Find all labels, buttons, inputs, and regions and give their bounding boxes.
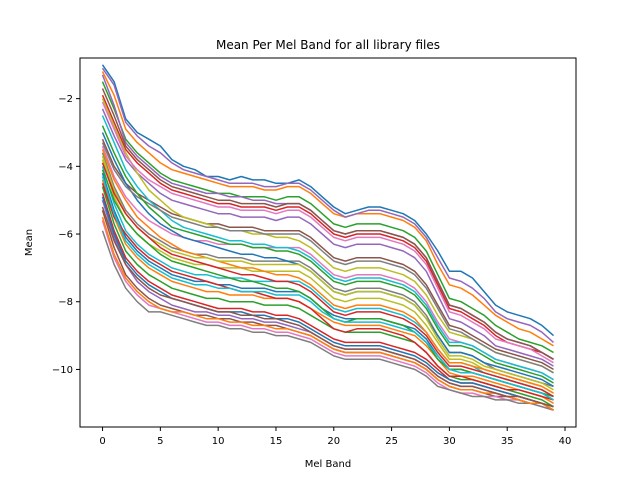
series-line-27 bbox=[101, 101, 554, 364]
series-line-1 bbox=[101, 64, 554, 337]
chart-title: Mean Per Mel Band for all library files bbox=[216, 38, 440, 52]
series-line-9 bbox=[101, 159, 554, 394]
x-tick-label: 5 bbox=[157, 436, 163, 447]
series-line-12 bbox=[101, 179, 554, 404]
series-line-35 bbox=[101, 67, 554, 343]
series-line-4 bbox=[101, 94, 554, 360]
series-line-29 bbox=[101, 155, 554, 391]
series-line-17 bbox=[101, 220, 554, 411]
series-line-28 bbox=[101, 142, 554, 374]
series-line-10 bbox=[101, 166, 554, 398]
plot-frame bbox=[79, 57, 577, 428]
x-tick-label: 15 bbox=[270, 436, 283, 447]
series-line-26 bbox=[101, 88, 554, 360]
y-tick-label: −6 bbox=[58, 230, 73, 241]
series-line-33 bbox=[101, 125, 554, 384]
x-tick-label: 0 bbox=[99, 436, 105, 447]
y-axis-label: Mean bbox=[24, 229, 35, 256]
x-tick-label: 40 bbox=[559, 436, 572, 447]
x-tick-label: 10 bbox=[212, 436, 225, 447]
series-line-19 bbox=[101, 98, 554, 374]
series-line-2 bbox=[101, 71, 554, 347]
series-line-36 bbox=[101, 206, 554, 408]
x-tick-label: 30 bbox=[443, 436, 456, 447]
series-line-22 bbox=[101, 149, 554, 394]
series-line-30 bbox=[101, 176, 554, 401]
x-tick-label: 20 bbox=[327, 436, 340, 447]
y-axis-ticks: −10 −8 −6 −4 −2 bbox=[52, 94, 80, 376]
y-tick-label: −2 bbox=[58, 94, 73, 105]
series-line-20 bbox=[101, 115, 554, 381]
x-axis-ticks: 0 5 10 15 20 25 30 35 40 bbox=[99, 427, 571, 447]
series-line-24 bbox=[101, 183, 554, 401]
series-line-5 bbox=[101, 108, 554, 367]
y-tick-label: −8 bbox=[58, 297, 73, 308]
series-line-3 bbox=[101, 81, 554, 354]
series-line-32 bbox=[101, 216, 554, 411]
series-line-34 bbox=[101, 162, 554, 398]
y-tick-label: −10 bbox=[52, 365, 73, 376]
x-tick-label: 25 bbox=[385, 436, 398, 447]
series-line-18 bbox=[101, 230, 554, 411]
x-tick-label: 35 bbox=[501, 436, 514, 447]
x-axis-label: Mel Band bbox=[305, 459, 351, 470]
y-tick-label: −4 bbox=[58, 162, 73, 173]
series-line-6 bbox=[101, 138, 554, 371]
series-lines bbox=[101, 64, 554, 411]
